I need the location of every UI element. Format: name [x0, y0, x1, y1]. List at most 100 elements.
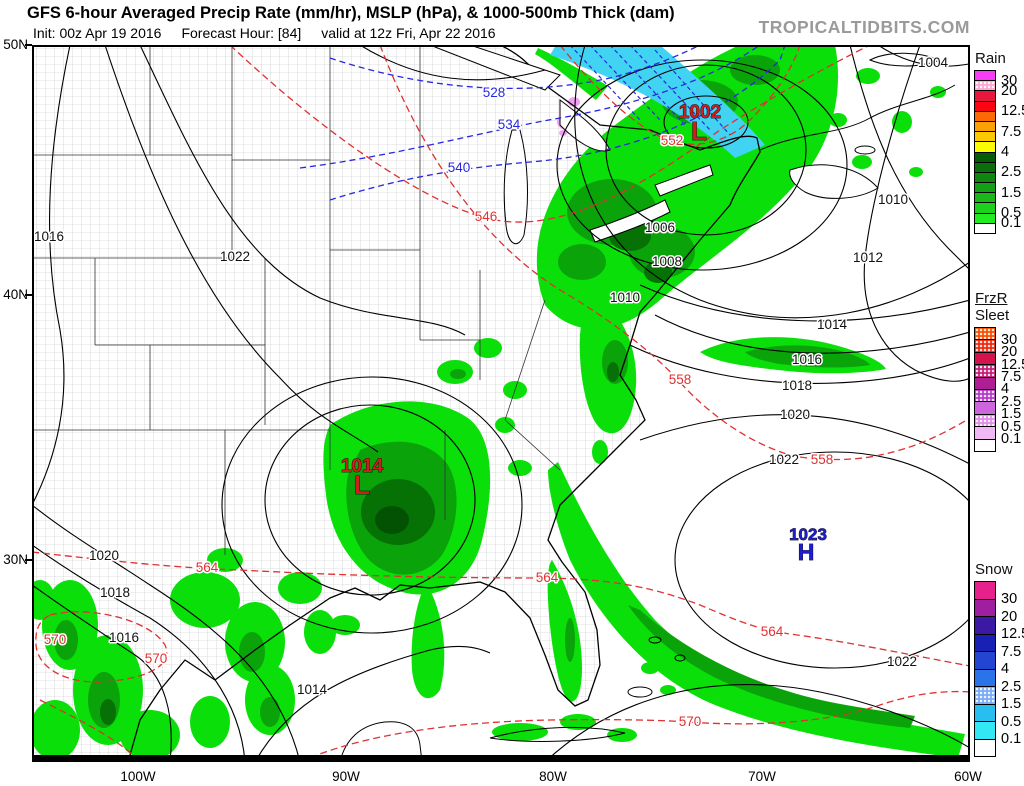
lat-label-40n: 40N	[3, 287, 28, 302]
legend-threshold-label: 1.5	[1001, 406, 1022, 423]
legend-color-box: 4	[974, 376, 1009, 396]
islands-coast	[489, 636, 686, 742]
isobar-label-1022-plains: 1022	[220, 249, 250, 264]
legend-color-box: 0.5	[974, 703, 1021, 729]
low-center-symbol: L	[354, 470, 370, 500]
isobar-label-1014-atl: 1014	[817, 317, 848, 332]
legend-color-box: 20	[974, 598, 1017, 624]
state-borders	[32, 45, 561, 555]
legend-threshold-label: 20	[1001, 608, 1018, 625]
legend-color-box	[974, 438, 996, 452]
isobar-label-1018-sw: 1018	[100, 585, 130, 600]
thickness-label-558-a: 558	[669, 372, 692, 387]
thickness-label-546: 546	[475, 209, 498, 224]
lon-label-70w: 70W	[748, 769, 776, 784]
pressure-centers: 1002 L 1014 L 1023 H	[340, 102, 827, 566]
valid-time: valid at 12z Fri, Apr 22 2016	[321, 25, 496, 41]
high-center-symbol: H	[798, 539, 815, 565]
legend-threshold-label: 0.5	[1001, 713, 1022, 730]
isobar-label-1018-atl: 1018	[782, 378, 812, 393]
snow-legend-title: Snow	[975, 561, 1013, 578]
legend-color-box: 2.5	[974, 388, 1021, 409]
map-container: 1004 1006 1008 1010 1010 1012 1016 1022 …	[25, 44, 996, 763]
isobar-label-1004: 1004	[918, 55, 949, 70]
isobar-label-1022-atl: 1022	[769, 452, 799, 467]
thickness-label-564-c: 564	[761, 624, 784, 639]
isobar-label-1022-se: 1022	[887, 654, 917, 669]
mslp-isobars	[31, 44, 996, 763]
lon-label-100w: 100W	[120, 769, 156, 784]
legend-color-box: 4	[974, 651, 1009, 676]
low-center-symbol: L	[691, 116, 707, 146]
isobar-label-1020-sw: 1020	[89, 548, 119, 563]
isobar-label-1006: 1006	[645, 220, 675, 235]
legend-color-box: 20	[974, 339, 1017, 359]
thickness-label-552: 552	[661, 133, 684, 148]
legend-threshold-label: 1.5	[1001, 184, 1022, 201]
legend-threshold-label: 30	[1001, 72, 1018, 89]
low-center-value-1014: 1014	[341, 456, 384, 477]
legend-color-box: 2.5	[974, 668, 1021, 694]
chart-subtitle: Init: 00z Apr 19 2016 Forecast Hour: [84]…	[33, 25, 516, 41]
legend-threshold-label: 0.1	[1001, 431, 1022, 448]
contour-labels: 1004 1006 1008 1010 1010 1012 1016 1022 …	[33, 54, 951, 731]
legend-threshold-label: 4	[1001, 144, 1010, 160]
isobar-label-1014-mexico: 1014	[297, 682, 328, 697]
map-border	[32, 45, 970, 762]
legend-threshold-label: 7.5	[1001, 643, 1022, 660]
thickness-label-570-a: 570	[44, 632, 67, 647]
thickness-label-564-a: 564	[196, 560, 219, 575]
thickness-contours-cold	[299, 44, 786, 201]
lat-tick-50n	[25, 44, 32, 46]
legend-threshold-label: 1.5	[1001, 696, 1022, 712]
legend-threshold-label: 30	[1001, 331, 1018, 348]
legend-color-box: 0.1	[974, 212, 1021, 230]
legend-threshold-label: 7.5	[1001, 123, 1022, 140]
isobar-label-1016-sw: 1016	[109, 630, 139, 645]
legend-color-box: 2.5	[974, 161, 1021, 179]
legend-threshold-label: 4	[1001, 661, 1010, 677]
legend-threshold-label: 2.5	[1001, 164, 1022, 181]
thickness-label-558-b: 558	[811, 452, 834, 467]
legend-threshold-label: 2.5	[1001, 393, 1022, 410]
rain-legend-title: Rain	[975, 50, 1006, 67]
coastline	[32, 44, 761, 763]
canada-coast	[759, 52, 956, 199]
precip-rain-shading	[25, 45, 965, 760]
legend-threshold-label: 12.5	[1001, 356, 1024, 373]
lat-tick-30n	[25, 559, 32, 561]
lon-label-90w: 90W	[332, 769, 360, 784]
legend-color-box	[974, 738, 996, 757]
legend-threshold-label: 20	[1001, 344, 1018, 361]
thickness-label-570-c: 570	[679, 714, 702, 729]
precip-snow-shading	[550, 45, 765, 158]
legend-color-box: 30	[974, 581, 1017, 606]
isobar-label-1008: 1008	[652, 254, 682, 269]
forecast-hour: Forecast Hour: [84]	[181, 25, 302, 41]
thickness-contours-warm	[31, 44, 971, 763]
legend-color-box: 7.5	[974, 633, 1021, 659]
legend-color-box: 12.5	[974, 616, 1024, 641]
lat-tick-40n	[25, 294, 32, 296]
sleet-legend-title: Sleet	[975, 307, 1010, 324]
legend-color-box: 7.5	[974, 120, 1021, 139]
legend-threshold-label: 12.5	[1001, 626, 1024, 642]
legend-threshold-label: 2.5	[1001, 678, 1022, 695]
legend-threshold-label: 4	[1001, 381, 1010, 398]
lon-label-80w: 80W	[539, 769, 567, 784]
legend-color-box: 0.1	[974, 426, 1021, 446]
thickness-label-570-b: 570	[145, 651, 168, 666]
tropicaltidbits-watermark: TROPICALTIDBITS.COM	[758, 17, 970, 37]
legend-color-box: 1.5	[974, 401, 1021, 421]
thickness-label-564-b: 564	[536, 570, 559, 585]
thickness-label-540: 540	[448, 160, 471, 175]
isobar-label-1010: 1010	[610, 290, 640, 305]
legend-threshold-label: 0.5	[1001, 418, 1022, 435]
legend-threshold-label: 0.1	[1001, 731, 1022, 747]
isobar-label-1016-west: 1016	[34, 229, 64, 244]
lon-label-60w: 60W	[954, 769, 982, 784]
